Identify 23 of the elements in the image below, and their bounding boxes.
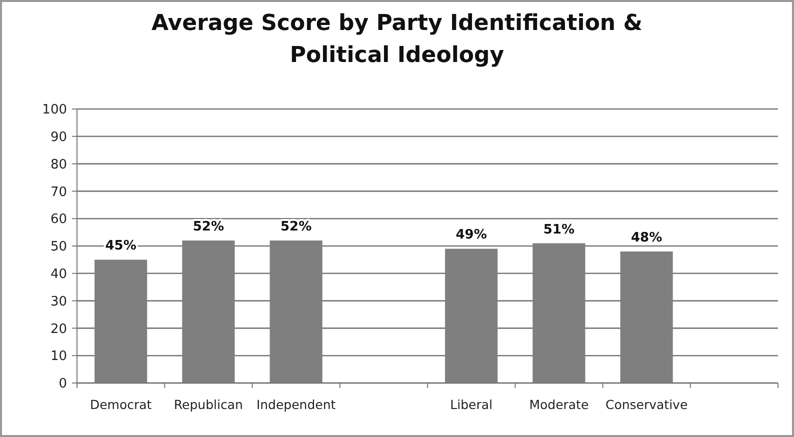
data-label: 52% [192,220,224,235]
data-label: 52% [280,220,312,235]
x-tick-label: Democrat [90,397,152,412]
y-tick-label: 60 [50,212,67,228]
chart-title: Average Score by Party Identification & Political Ideology [152,11,642,68]
y-tick-label: 30 [50,294,67,310]
x-tick-label: Conservative [605,397,688,412]
y-tick-label: 10 [50,349,67,364]
x-tick-label: Liberal [450,397,492,412]
x-tick-label: Moderate [529,397,589,412]
y-tick-label: 0 [58,376,67,392]
y-tick-label: 50 [50,240,67,255]
y-tick-label: 40 [50,266,67,282]
y-tick-label: 80 [50,157,67,172]
data-label: 49% [456,228,487,243]
data-label: 51% [543,222,574,238]
y-tick-label: 20 [50,322,67,337]
data-label: 48% [631,230,662,246]
y-tick-label: 70 [50,184,67,200]
x-tick-label: Republican [174,397,243,412]
y-tick-label: 90 [50,130,67,145]
y-tick-label: 100 [42,102,67,118]
x-tick-label: Independent [256,397,336,412]
